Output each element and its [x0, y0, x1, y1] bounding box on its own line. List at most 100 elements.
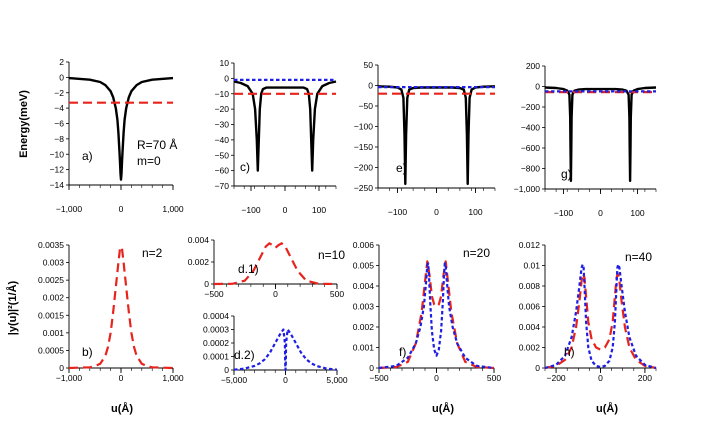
panel-label-g: g) — [561, 167, 572, 181]
y-tick-label-d1: 0.002 — [188, 257, 210, 267]
x-tick-label-d1: 0 — [273, 289, 278, 299]
y-tick-label-h: 0 — [535, 363, 540, 373]
x-tick-label-h: 0 — [598, 373, 603, 383]
y-tick-label-c: −70 — [215, 181, 230, 191]
x-tick-label-a: 0 — [119, 204, 124, 214]
x-tick-label-b: 0 — [119, 373, 124, 383]
y-tick-label-a: −14 — [50, 180, 65, 190]
x-tick-label-e: −100 — [388, 207, 407, 217]
y-tick-label-e: −100 — [354, 122, 373, 132]
x-tick-label-a: 1,000 — [162, 204, 184, 214]
x-label-u-h: u(Å) — [596, 402, 618, 415]
y-tick-label-a: −10 — [50, 149, 65, 159]
y-tick-label-c: −40 — [215, 135, 230, 145]
y-tick-label-g: −800 — [521, 164, 540, 174]
y-tick-label-c: 10 — [220, 58, 230, 68]
panel-label-b: b) — [82, 345, 93, 359]
y-tick-label-e: −250 — [354, 183, 373, 193]
x-tick-label-d2: 0 — [283, 375, 288, 385]
y-tick-label-c: −30 — [215, 120, 230, 130]
y-label-energy: Energy(meV) — [18, 90, 30, 158]
y-tick-label-f: 0.001 — [353, 343, 375, 353]
panel-e: 50 0 −50 −100 −150 −200 −250 −100 0 100 e) — [354, 60, 496, 217]
x-tick-label-d2: 5,000 — [326, 375, 348, 385]
y-tick-label-f: 0.003 — [353, 302, 375, 312]
note-d1: n=10 — [318, 248, 345, 262]
y-tick-label-a: 2 — [59, 57, 64, 67]
y-tick-label-d1: 0 — [204, 279, 209, 289]
series-d2-0 — [233, 328, 338, 372]
y-tick-label-d2: 0.0001 — [203, 352, 229, 362]
y-tick-label-h: 0.01 — [523, 261, 540, 271]
y-tick-label-f: 0 — [369, 363, 374, 373]
y-tick-label-c: −10 — [215, 89, 230, 99]
x-tick-label-f: −500 — [369, 373, 388, 383]
x-tick-label-f: 0 — [434, 373, 439, 383]
x-tick-label-c: 100 — [312, 205, 326, 215]
y-tick-label-h: 0.008 — [519, 281, 541, 291]
y-tick-label-b: 0.002 — [43, 293, 65, 303]
y-tick-label-e: 0 — [368, 81, 373, 91]
y-tick-label-b: 0 — [59, 363, 64, 373]
y-tick-label-f: 0.005 — [353, 261, 375, 271]
panel-g: 200 0 −200 −400 −600 −800 −1,000 −100 0 100 g) — [514, 61, 657, 218]
x-tick-label-d1: −500 — [204, 289, 223, 299]
y-tick-label-b: 0.001 — [43, 328, 65, 338]
x-tick-label-c: −100 — [241, 205, 260, 215]
y-tick-label-e: −50 — [359, 101, 374, 111]
annotation-a: m=0 — [137, 154, 161, 168]
x-tick-label-e: 100 — [468, 207, 482, 217]
x-tick-label-b: 1,000 — [162, 373, 184, 383]
series-c-0 — [233, 80, 337, 172]
series-f-0 — [378, 260, 495, 370]
y-tick-label-a: −6 — [54, 119, 64, 129]
y-tick-label-b: 0.003 — [43, 258, 65, 268]
x-tick-label-g: 100 — [630, 208, 644, 218]
y-tick-label-f: 0.002 — [353, 322, 375, 332]
panel-b: 0 0.0005 0.001 0.0015 0.002 0.0025 0.003 0.0035… — [38, 240, 184, 383]
panel-label-h: h) — [564, 345, 575, 359]
panel-label-a: a) — [82, 149, 93, 163]
y-tick-label-c: 0 — [224, 73, 229, 83]
y-tick-label-h: 0.012 — [519, 240, 541, 250]
panel-label-d1: d.1) — [238, 262, 259, 276]
x-tick-label-c: 0 — [283, 205, 288, 215]
series-g-0 — [544, 86, 657, 182]
y-tick-label-g: −200 — [521, 102, 540, 112]
y-tick-label-h: 0.006 — [519, 302, 541, 312]
y-tick-label-e: −150 — [354, 142, 373, 152]
y-tick-label-c: −60 — [215, 166, 230, 176]
x-label-u-f: u(Å) — [432, 402, 454, 415]
y-tick-label-g: 0 — [535, 82, 540, 92]
series-h-1 — [544, 263, 657, 370]
panel-h: 0 0.002 0.004 0.006 0.008 0.01 0.012 −200 0 200 h)… — [519, 240, 657, 383]
y-tick-label-h: 0.002 — [519, 343, 541, 353]
x-tick-label-a: −1,000 — [56, 204, 83, 214]
y-tick-label-b: 0.0005 — [38, 345, 64, 355]
x-label-u-b: u(Å) — [111, 402, 133, 415]
y-tick-label-d1: 0.004 — [188, 235, 210, 245]
series-f-1 — [378, 262, 495, 370]
x-tick-label-h: 200 — [638, 373, 652, 383]
note-b: n=2 — [142, 246, 163, 260]
y-tick-label-d2: 0.0004 — [203, 311, 229, 321]
y-tick-label-a: 0 — [59, 72, 64, 82]
note-h: n=40 — [625, 250, 652, 264]
y-tick-label-h: 0.004 — [519, 322, 541, 332]
y-tick-label-a: −12 — [50, 165, 65, 175]
y-tick-label-f: 0.004 — [353, 281, 375, 291]
y-tick-label-d2: 0.0003 — [203, 325, 229, 335]
y-tick-label-b: 0.0035 — [38, 240, 64, 250]
x-tick-label-g: −100 — [554, 208, 573, 218]
x-tick-label-d2: −5,000 — [221, 375, 248, 385]
panel-label-c: c) — [240, 160, 250, 174]
y-tick-label-c: −50 — [215, 150, 230, 160]
annotation-a: R=70 Å — [137, 137, 177, 152]
y-tick-label-d2: 0 — [224, 365, 229, 375]
y-tick-label-a: −2 — [54, 88, 64, 98]
